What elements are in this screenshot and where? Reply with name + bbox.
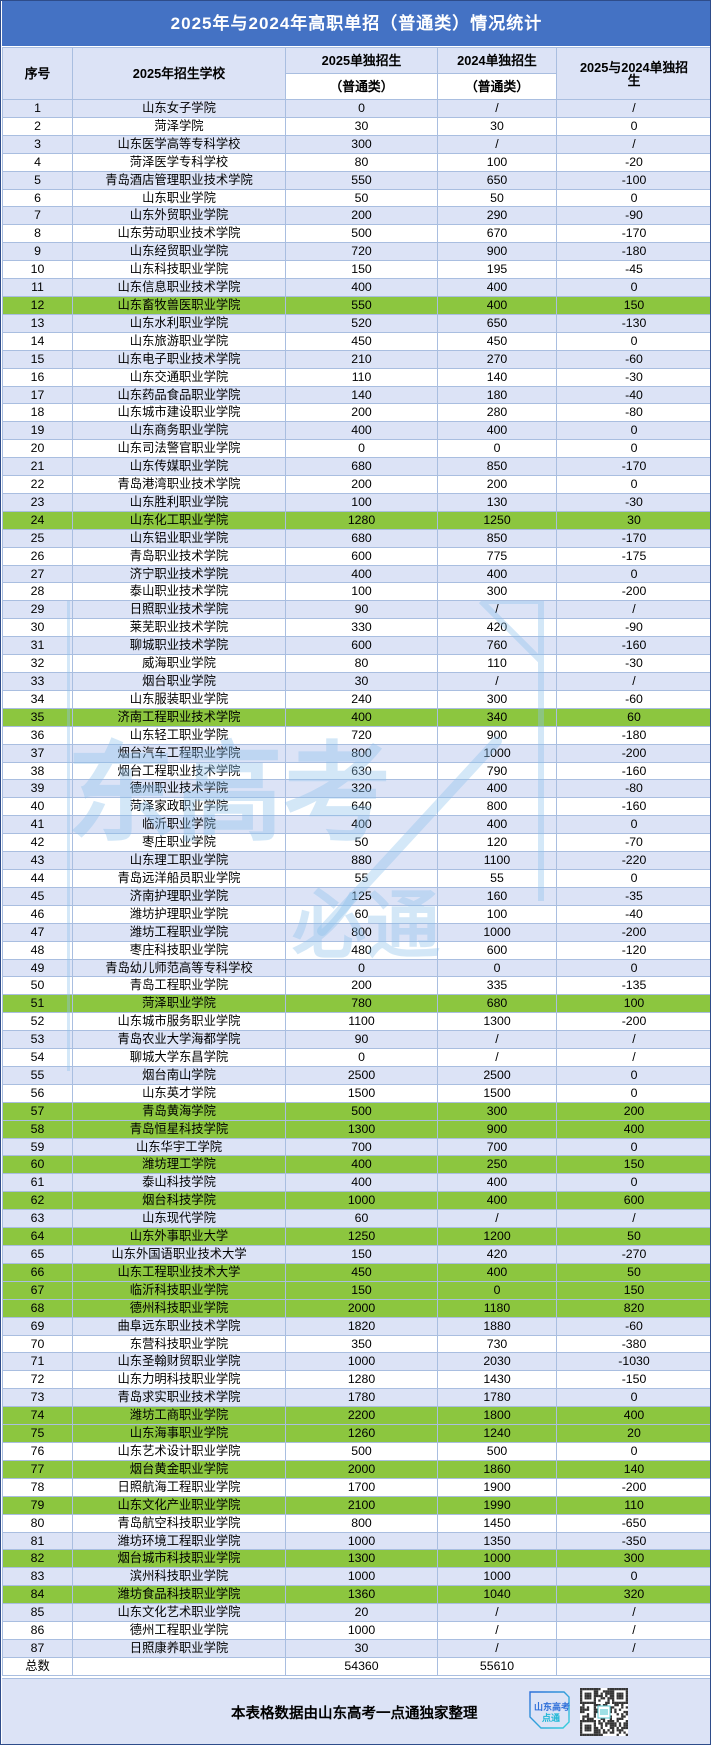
svg-text:点通: 点通 (542, 1712, 560, 1723)
svg-text:山东高考: 山东高考 (534, 1701, 570, 1712)
